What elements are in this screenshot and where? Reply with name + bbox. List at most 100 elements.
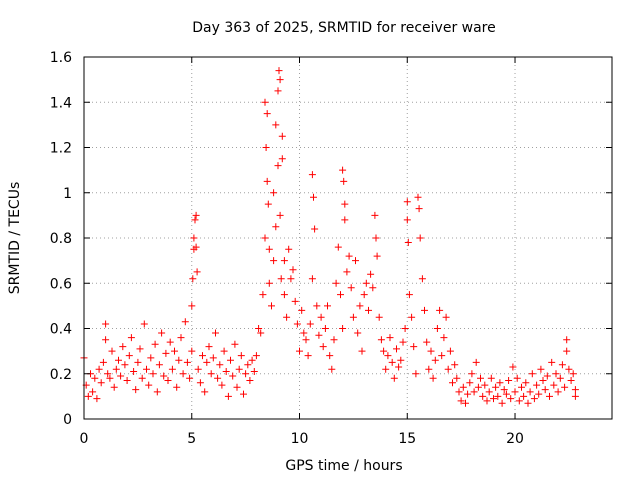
data-point — [194, 365, 202, 373]
data-point — [140, 320, 148, 328]
data-point — [276, 211, 284, 219]
data-point — [209, 354, 217, 362]
data-point — [270, 189, 278, 197]
data-point — [380, 347, 388, 355]
data-point — [287, 275, 295, 283]
grid — [84, 57, 612, 419]
data-point — [302, 336, 310, 344]
data-point — [535, 390, 543, 398]
data-point — [405, 291, 413, 299]
data-point — [311, 225, 319, 233]
data-point — [343, 268, 351, 276]
data-point — [541, 386, 549, 394]
data-point — [500, 386, 508, 394]
data-point — [212, 329, 219, 337]
data-point — [399, 338, 407, 346]
data-point — [403, 216, 411, 224]
data-point — [151, 340, 159, 348]
data-point — [472, 358, 480, 366]
data-point — [149, 370, 157, 378]
data-point — [498, 399, 506, 407]
data-point — [459, 383, 467, 391]
data-point — [446, 347, 454, 355]
data-point — [526, 388, 534, 396]
data-point — [341, 216, 349, 224]
data-point — [470, 388, 478, 396]
data-point — [533, 381, 541, 389]
data-point — [166, 338, 174, 346]
data-point — [466, 379, 474, 387]
data-point — [546, 392, 553, 400]
data-point — [494, 392, 502, 400]
data-point — [220, 347, 228, 355]
data-point — [175, 356, 183, 364]
data-point — [189, 275, 197, 283]
data-point — [102, 336, 110, 344]
data-point — [274, 87, 282, 95]
data-point — [451, 361, 459, 369]
data-point — [125, 352, 133, 360]
data-point — [528, 370, 536, 378]
data-point — [186, 374, 194, 382]
data-point — [127, 334, 135, 342]
data-point — [237, 352, 245, 360]
data-point — [377, 336, 385, 344]
data-point — [224, 392, 232, 400]
data-point — [181, 318, 189, 326]
data-point — [483, 397, 491, 405]
data-point — [155, 361, 163, 369]
data-point — [414, 193, 422, 201]
data-point — [558, 361, 566, 369]
data-point — [403, 198, 411, 206]
x-tick-label: 10 — [291, 431, 309, 447]
data-point — [97, 379, 105, 387]
data-point — [332, 279, 340, 287]
data-point — [84, 392, 92, 400]
y-tick-label: 0 — [63, 412, 72, 428]
data-point — [438, 352, 446, 360]
data-point — [337, 291, 344, 299]
data-point — [324, 302, 331, 310]
data-point — [179, 370, 187, 378]
data-point — [264, 200, 272, 208]
data-point — [240, 390, 247, 398]
data-point — [442, 313, 450, 321]
y-tick-label: 0.4 — [50, 322, 72, 338]
data-point — [216, 361, 224, 369]
data-point — [479, 392, 487, 400]
data-point — [300, 329, 308, 337]
data-point — [421, 306, 428, 314]
data-point — [395, 363, 403, 371]
data-point — [272, 223, 280, 231]
data-point — [468, 370, 476, 378]
data-point — [183, 358, 191, 366]
data-point — [571, 392, 579, 400]
data-point — [115, 356, 122, 364]
data-point — [429, 374, 437, 382]
data-point — [436, 306, 444, 314]
data-point — [485, 388, 493, 396]
data-point — [99, 358, 107, 366]
data-point — [563, 336, 571, 344]
data-point — [319, 343, 327, 351]
data-point — [263, 177, 271, 185]
data-point — [248, 356, 256, 364]
data-point — [280, 291, 288, 299]
data-point — [565, 365, 573, 373]
data-point — [415, 205, 423, 213]
data-point — [360, 291, 368, 299]
x-tick-label: 0 — [80, 431, 89, 447]
data-point — [310, 193, 317, 201]
data-point — [530, 395, 538, 403]
data-point — [330, 336, 338, 344]
data-point — [496, 379, 504, 387]
data-point — [196, 379, 204, 387]
data-point — [272, 121, 280, 129]
data-point — [453, 374, 461, 382]
data-point — [449, 379, 456, 387]
data-point — [119, 343, 127, 351]
data-point — [293, 320, 301, 328]
data-point — [188, 347, 196, 355]
data-point — [246, 377, 254, 384]
